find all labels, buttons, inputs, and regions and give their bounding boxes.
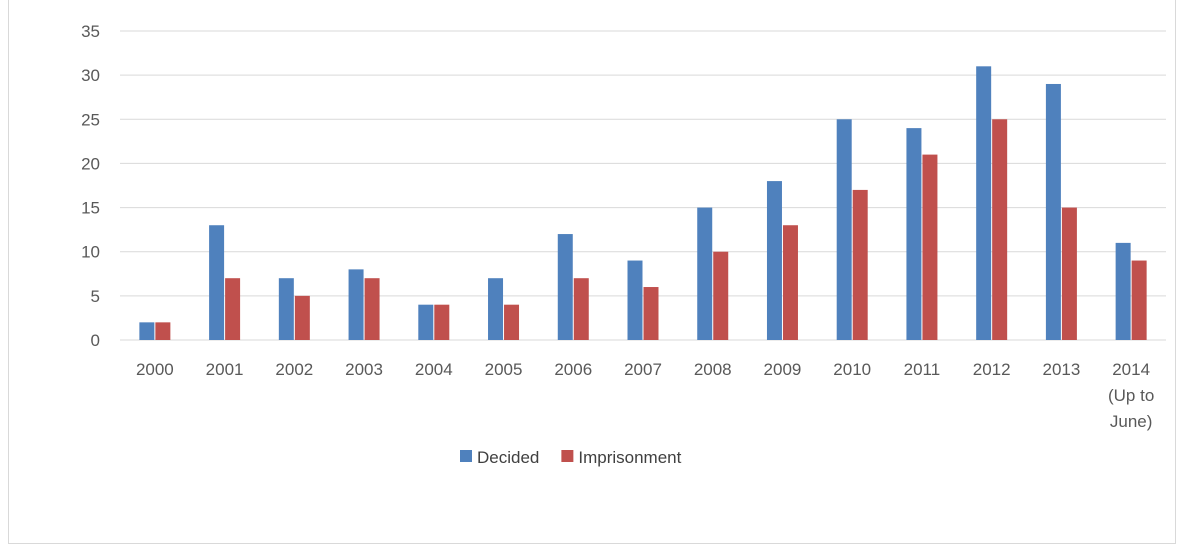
- x-tick-label: 2011: [904, 360, 941, 379]
- legend-label-decided: Decided: [477, 448, 539, 467]
- bar-imprisonment: [992, 119, 1008, 341]
- x-tick-label: 2013: [1042, 360, 1080, 379]
- x-tick-label: 2010: [833, 360, 871, 379]
- bar-imprisonment: [922, 154, 938, 340]
- bar-decided: [627, 260, 643, 340]
- x-tick-label: 2005: [485, 360, 523, 379]
- bar-imprisonment: [573, 278, 589, 340]
- x-tick-label: 2008: [694, 360, 732, 379]
- x-axis-labels: 2000 2001 2002 2003 2004 2005 2006 2007 2008 2009…: [136, 360, 1154, 431]
- bar-imprisonment: [294, 295, 310, 340]
- bar-imprisonment: [504, 304, 520, 340]
- legend-swatch-imprisonment: [561, 450, 574, 462]
- bar-imprisonment: [155, 322, 171, 340]
- y-tick-label: 30: [81, 66, 100, 85]
- x-tick-label: 2004: [415, 360, 453, 379]
- bar-decided: [766, 181, 782, 340]
- bar-decided: [348, 269, 364, 340]
- bar-decided: [976, 66, 992, 341]
- bar-imprisonment: [1131, 260, 1147, 340]
- bar-imprisonment: [852, 189, 868, 340]
- legend-label-imprisonment: Imprisonment: [578, 448, 681, 467]
- bar-decided: [836, 119, 852, 341]
- bar-decided: [1115, 242, 1131, 340]
- x-tick-label: 2003: [345, 360, 383, 379]
- bar-decided: [278, 278, 294, 340]
- x-tick-label: 2001: [206, 360, 244, 379]
- y-tick-label: 15: [81, 199, 100, 218]
- legend: Decided Imprisonment: [460, 448, 682, 467]
- bar-decided: [906, 128, 922, 340]
- bar-imprisonment: [1061, 207, 1077, 340]
- legend-swatch-decided: [460, 450, 472, 462]
- bar-decided: [488, 278, 504, 340]
- bar-imprisonment: [643, 287, 659, 340]
- bar-imprisonment: [782, 225, 798, 340]
- x-tick-label: 2014: [1112, 360, 1150, 379]
- x-tick-label: 2012: [973, 360, 1011, 379]
- bars: [139, 66, 1147, 341]
- y-tick-label: 25: [81, 110, 100, 129]
- bar-decided: [209, 225, 225, 340]
- bar-decided: [557, 234, 573, 340]
- x-tick-label: 2000: [136, 360, 174, 379]
- bar-imprisonment: [225, 278, 241, 340]
- gridlines: [120, 30, 1166, 341]
- y-tick-label: 20: [81, 154, 100, 173]
- y-tick-label: 5: [91, 287, 100, 306]
- x-tick-label: 2007: [624, 360, 662, 379]
- y-tick-label: 0: [91, 331, 100, 350]
- bar-decided: [1045, 83, 1061, 340]
- bar-decided: [697, 207, 713, 340]
- x-tick-label: 2002: [275, 360, 313, 379]
- bar-imprisonment: [434, 304, 450, 340]
- x-tick-label: 2009: [764, 360, 802, 379]
- bar-imprisonment: [364, 278, 380, 340]
- x-tick-label: (Up to: [1108, 386, 1154, 405]
- bar-decided: [139, 322, 155, 340]
- x-tick-label: June): [1110, 412, 1153, 431]
- y-tick-label: 10: [81, 243, 100, 262]
- x-tick-label: 2006: [554, 360, 592, 379]
- bar-decided: [418, 304, 434, 340]
- y-axis-ticks: 0 5 10 15 20 25 30 35: [81, 22, 100, 350]
- bar-imprisonment: [713, 251, 729, 340]
- y-tick-label: 35: [81, 22, 100, 41]
